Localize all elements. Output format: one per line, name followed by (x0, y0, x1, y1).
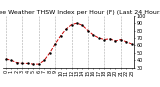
Title: Milwaukee Weather THSW Index per Hour (F) (Last 24 Hours): Milwaukee Weather THSW Index per Hour (F… (0, 10, 160, 15)
